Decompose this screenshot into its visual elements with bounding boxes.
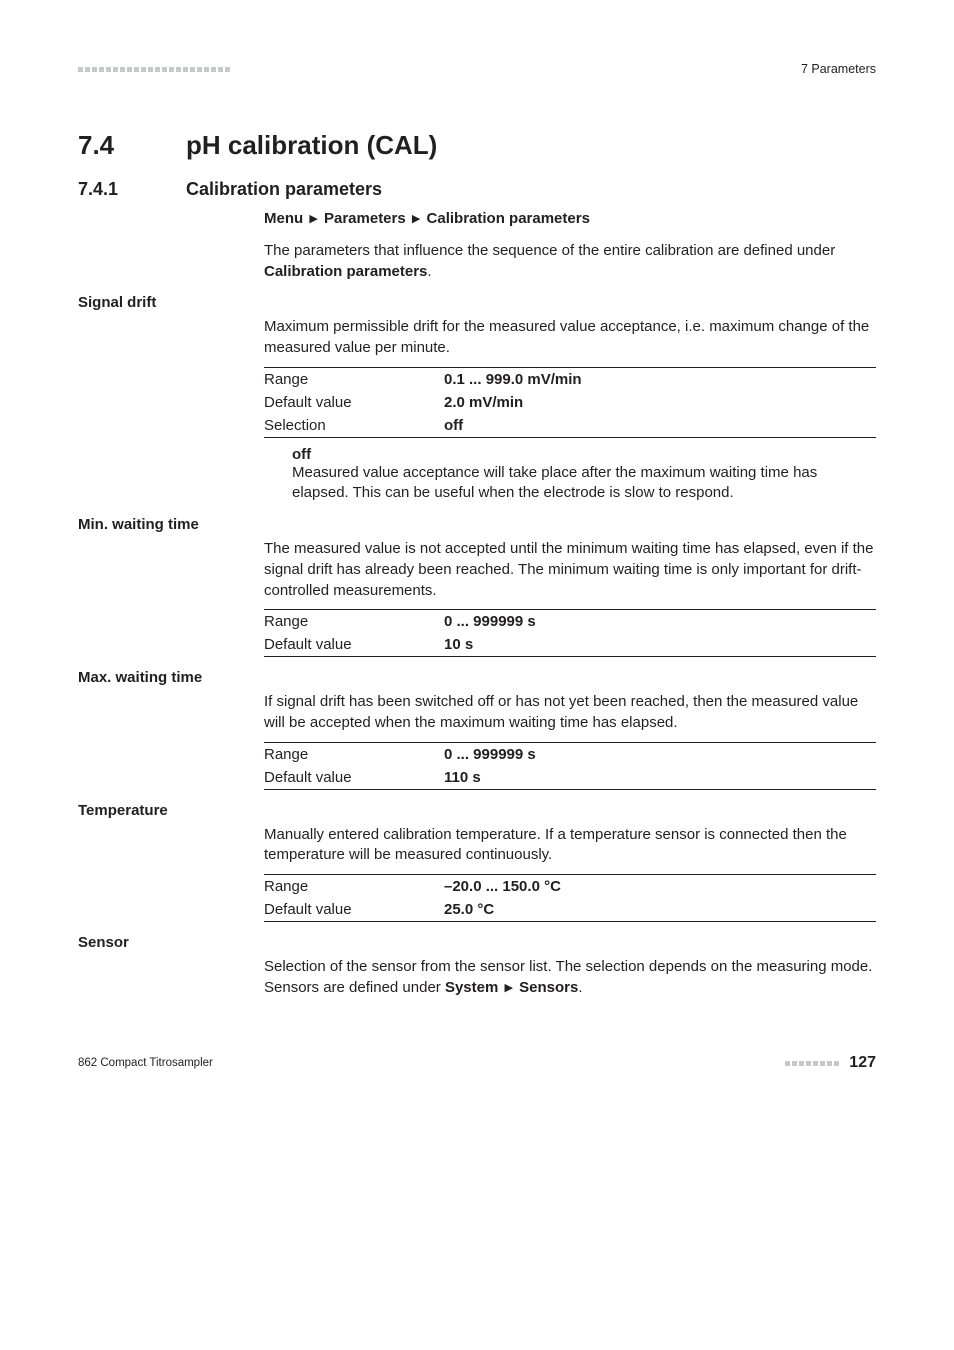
spec-key: Range — [264, 874, 444, 898]
spec-val: off — [444, 414, 876, 438]
table-row: Default value10 s — [264, 633, 876, 657]
subsection-body: Menu ▶ Parameters ▶ Calibration paramete… — [264, 210, 876, 282]
footer-right: 127 — [785, 1054, 876, 1072]
param-label-sensor: Sensor — [78, 934, 876, 951]
param-desc: Selection of the sensor from the sensor … — [264, 957, 876, 998]
table-row: Range0.1 ... 999.0 mV/min — [264, 367, 876, 391]
menu-path-part: Calibration parameters — [427, 210, 590, 227]
spec-table: Range0.1 ... 999.0 mV/min Default value2… — [264, 367, 876, 438]
param-label-max-wait: Max. waiting time — [78, 669, 876, 686]
text-run: . — [427, 263, 431, 280]
spec-val: 10 s — [444, 633, 876, 657]
param-body: Selection of the sensor from the sensor … — [264, 957, 876, 998]
page-footer: 862 Compact Titrosampler 127 — [78, 1054, 876, 1072]
section-number: 7.4 — [78, 130, 186, 161]
table-row: Range0 ... 999999 s — [264, 610, 876, 634]
menu-path-part: Menu — [264, 210, 303, 227]
triangle-icon: ▶ — [410, 212, 422, 225]
table-row: Default value25.0 °C — [264, 898, 876, 922]
text-bold: Calibration parameters — [264, 263, 427, 280]
param-desc: If signal drift has been switched off or… — [264, 692, 876, 733]
spec-key: Default value — [264, 766, 444, 790]
intro-text: The parameters that influence the sequen… — [264, 241, 876, 282]
page-header: 7 Parameters — [78, 62, 876, 76]
spec-key: Default value — [264, 898, 444, 922]
spec-val: 0.1 ... 999.0 mV/min — [444, 367, 876, 391]
text-run: The parameters that influence the sequen… — [264, 242, 835, 259]
param-label-min-wait: Min. waiting time — [78, 516, 876, 533]
param-label-temperature: Temperature — [78, 802, 876, 819]
definition-block: off Measured value acceptance will take … — [292, 446, 876, 504]
section-title: pH calibration (CAL) — [186, 130, 437, 160]
param-body: Maximum permissible drift for the measur… — [264, 317, 876, 504]
subsection-number: 7.4.1 — [78, 179, 186, 200]
param-desc: Manually entered calibration temperature… — [264, 825, 876, 866]
param-body: If signal drift has been switched off or… — [264, 692, 876, 789]
param-body: The measured value is not accepted until… — [264, 539, 876, 657]
spec-val: 0 ... 999999 s — [444, 742, 876, 766]
page-number: 127 — [849, 1054, 876, 1072]
spec-key: Range — [264, 367, 444, 391]
spec-key: Default value — [264, 391, 444, 414]
table-row: Range0 ... 999999 s — [264, 742, 876, 766]
param-desc: Maximum permissible drift for the measur… — [264, 317, 876, 358]
chapter-label: 7 Parameters — [801, 62, 876, 76]
menu-path-part: Parameters — [324, 210, 406, 227]
definition-term: off — [292, 446, 876, 463]
table-row: Default value110 s — [264, 766, 876, 790]
param-desc: The measured value is not accepted until… — [264, 539, 876, 601]
spec-val: –20.0 ... 150.0 °C — [444, 874, 876, 898]
spec-table: Range–20.0 ... 150.0 °C Default value25.… — [264, 874, 876, 922]
definition-text: Measured value acceptance will take plac… — [292, 463, 876, 504]
spec-key: Range — [264, 610, 444, 634]
spec-table: Range0 ... 999999 s Default value110 s — [264, 742, 876, 790]
footer-dashes — [785, 1061, 841, 1066]
text-run: . — [578, 979, 582, 996]
footer-product: 862 Compact Titrosampler — [78, 1057, 213, 1069]
triangle-icon: ▶ — [503, 981, 515, 996]
subsection-heading: 7.4.1Calibration parameters — [78, 179, 876, 200]
table-row: Default value2.0 mV/min — [264, 391, 876, 414]
subsection-title: Calibration parameters — [186, 179, 382, 199]
header-dashes — [78, 67, 232, 72]
triangle-icon: ▶ — [307, 212, 319, 225]
spec-val: 25.0 °C — [444, 898, 876, 922]
spec-val: 2.0 mV/min — [444, 391, 876, 414]
spec-key: Selection — [264, 414, 444, 438]
param-label-signal-drift: Signal drift — [78, 294, 876, 311]
table-row: Range–20.0 ... 150.0 °C — [264, 874, 876, 898]
spec-table: Range0 ... 999999 s Default value10 s — [264, 609, 876, 657]
spec-val: 110 s — [444, 766, 876, 790]
text-bold: Sensors — [519, 979, 578, 996]
spec-val: 0 ... 999999 s — [444, 610, 876, 634]
table-row: Selectionoff — [264, 414, 876, 438]
section-heading: 7.4pH calibration (CAL) — [78, 130, 876, 161]
spec-key: Default value — [264, 633, 444, 657]
spec-key: Range — [264, 742, 444, 766]
text-bold: System — [445, 979, 498, 996]
param-body: Manually entered calibration temperature… — [264, 825, 876, 922]
menu-path: Menu ▶ Parameters ▶ Calibration paramete… — [264, 210, 876, 227]
